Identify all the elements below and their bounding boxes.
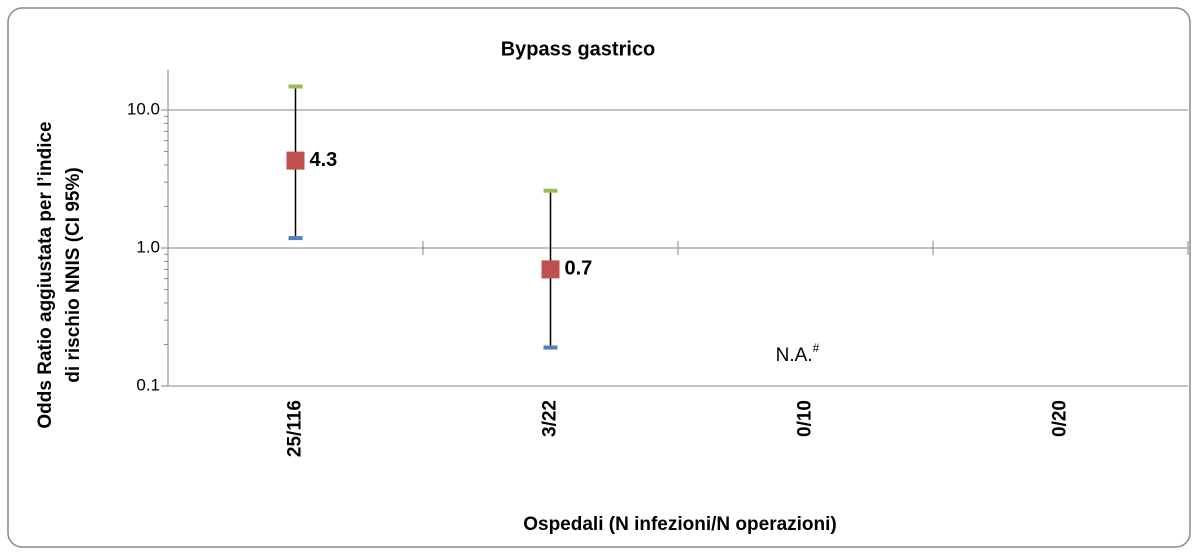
annotation-text: N.A. [776, 345, 813, 366]
annotation: N.A.# [776, 341, 820, 366]
y-axis-title: Odds Ratio aggiustata per l’indice [35, 121, 56, 428]
x-tick-label: 3/22 [540, 400, 561, 437]
data-label: 0.7 [565, 258, 593, 280]
x-axis-title: Ospedali (N infezioni/N operazioni) [523, 514, 837, 535]
data-label: 4.3 [310, 149, 338, 171]
y-tick-label: 0.1 [136, 375, 160, 394]
x-tick-label: 0/20 [1050, 400, 1071, 437]
y-tick-label: 1.0 [136, 237, 160, 256]
x-tick-label: 25/116 [285, 400, 306, 457]
chart-title: Bypass gastrico [501, 38, 656, 60]
chart-border [7, 7, 1191, 548]
x-tick-label: 0/10 [795, 400, 816, 437]
marker [541, 260, 560, 279]
marker [286, 151, 305, 170]
annotation-mark: # [813, 341, 820, 355]
y-tick-label: 10.0 [127, 100, 160, 119]
y-axis-title: di rischio NNIS (CI 95%) [63, 167, 84, 382]
